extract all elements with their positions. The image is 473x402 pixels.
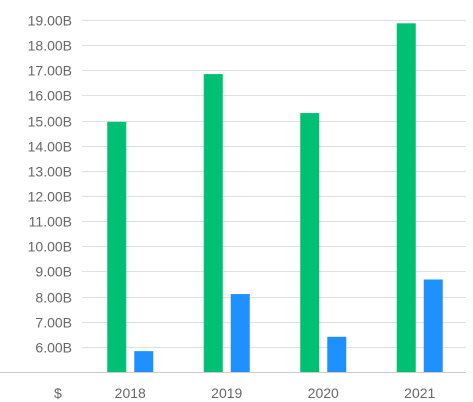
x-tick-label: 2019	[211, 385, 242, 401]
y-tick-label: 6.00B	[35, 340, 72, 356]
y-tick-label: 12.00B	[28, 189, 72, 205]
y-tick-label: 11.00B	[29, 214, 72, 230]
bar-series-1-2020	[300, 113, 320, 372]
y-tick-label: 10.00B	[28, 239, 72, 255]
currency-label: $	[54, 385, 62, 401]
x-axis: 2018 2019 2020 2021	[115, 385, 436, 401]
bars	[107, 23, 443, 373]
y-tick-label: 19.00B	[28, 13, 72, 29]
y-tick-label: 17.00B	[28, 63, 72, 79]
bar-series-1-2021	[396, 23, 416, 373]
bar-series-1-2018	[107, 121, 127, 372]
y-tick-label: 15.00B	[28, 114, 72, 130]
y-tick-label: 8.00B	[35, 290, 72, 306]
bar-series-2-2021	[423, 279, 443, 372]
x-tick-label: 2021	[404, 385, 435, 401]
y-tick-label: 13.00B	[28, 164, 72, 180]
bar-series-2-2018	[134, 351, 154, 372]
bar-series-1-2019	[203, 74, 223, 373]
bar-series-2-2019	[230, 294, 250, 372]
y-tick-label: 9.00B	[35, 264, 72, 280]
y-axis: 6.00B 7.00B 8.00B 9.00B 10.00B 11.00B 12.00B 13…	[28, 13, 72, 356]
x-tick-label: 2020	[308, 385, 339, 401]
x-tick-label: 2018	[115, 385, 146, 401]
bar-series-2-2020	[327, 336, 347, 372]
y-tick-label: 16.00B	[28, 88, 72, 104]
y-tick-label: 14.00B	[28, 139, 72, 155]
y-tick-label: 18.00B	[28, 38, 72, 54]
y-tick-label: 7.00B	[35, 315, 72, 331]
